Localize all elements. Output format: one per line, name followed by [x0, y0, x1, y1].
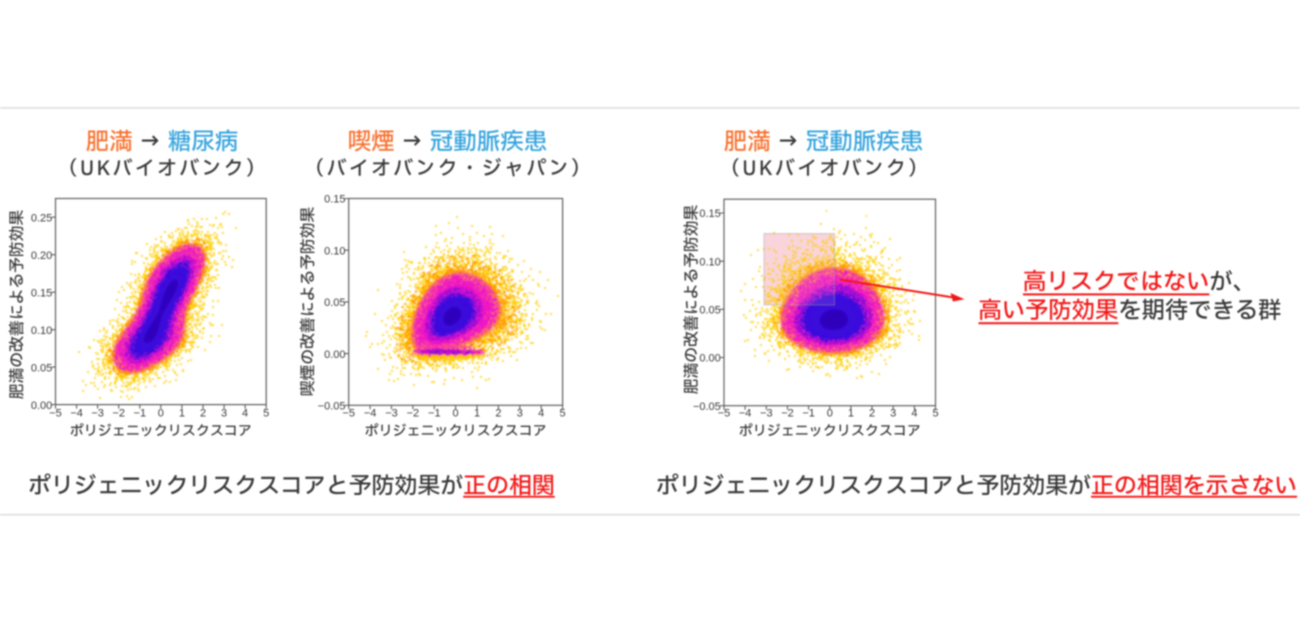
- svg-text:−3: −3: [385, 408, 398, 420]
- svg-text:1: 1: [179, 408, 185, 420]
- svg-text:0.15: 0.15: [699, 208, 720, 220]
- svg-text:4: 4: [538, 408, 544, 420]
- svg-text:0.05: 0.05: [699, 305, 720, 317]
- svg-text:−0.05: −0.05: [318, 401, 346, 413]
- svg-text:−0.05: −0.05: [693, 401, 721, 413]
- svg-text:5: 5: [263, 408, 269, 420]
- svg-text:0.10: 0.10: [699, 256, 720, 268]
- svg-text:−2: −2: [112, 408, 125, 420]
- svg-text:5: 5: [932, 408, 938, 420]
- svg-text:0.15: 0.15: [31, 287, 52, 299]
- svg-text:1: 1: [848, 408, 854, 420]
- svg-text:0: 0: [453, 408, 459, 420]
- svg-text:0.15: 0.15: [324, 194, 345, 206]
- svg-text:2: 2: [495, 408, 501, 420]
- svg-text:1: 1: [474, 408, 480, 420]
- svg-text:−4: −4: [364, 408, 377, 420]
- svg-text:−1: −1: [134, 408, 147, 420]
- svg-text:−4: −4: [739, 408, 752, 420]
- svg-text:4: 4: [911, 408, 917, 420]
- svg-text:5: 5: [560, 408, 566, 420]
- svg-text:−2: −2: [781, 408, 794, 420]
- svg-text:0.05: 0.05: [324, 297, 345, 309]
- svg-text:0: 0: [827, 408, 833, 420]
- svg-text:−5: −5: [342, 408, 355, 420]
- svg-text:−1: −1: [428, 408, 441, 420]
- svg-text:4: 4: [242, 408, 248, 420]
- svg-text:0.25: 0.25: [31, 212, 52, 224]
- svg-text:2: 2: [200, 408, 206, 420]
- svg-text:0.00: 0.00: [699, 353, 720, 365]
- svg-text:3: 3: [890, 408, 896, 420]
- svg-text:0.00: 0.00: [324, 349, 345, 361]
- svg-text:0.10: 0.10: [324, 245, 345, 257]
- svg-text:0.05: 0.05: [31, 362, 52, 374]
- svg-text:−1: −1: [802, 408, 815, 420]
- svg-text:0.00: 0.00: [31, 400, 52, 412]
- svg-text:3: 3: [221, 408, 227, 420]
- svg-text:−3: −3: [91, 408, 104, 420]
- svg-text:−3: −3: [760, 408, 773, 420]
- svg-text:−5: −5: [49, 408, 62, 420]
- svg-text:2: 2: [869, 408, 875, 420]
- svg-text:0: 0: [158, 408, 164, 420]
- svg-text:−5: −5: [718, 408, 731, 420]
- svg-text:3: 3: [517, 408, 523, 420]
- svg-text:−4: −4: [70, 408, 83, 420]
- svg-text:0.20: 0.20: [31, 250, 52, 262]
- svg-text:0.10: 0.10: [31, 325, 52, 337]
- svg-text:−2: −2: [407, 408, 420, 420]
